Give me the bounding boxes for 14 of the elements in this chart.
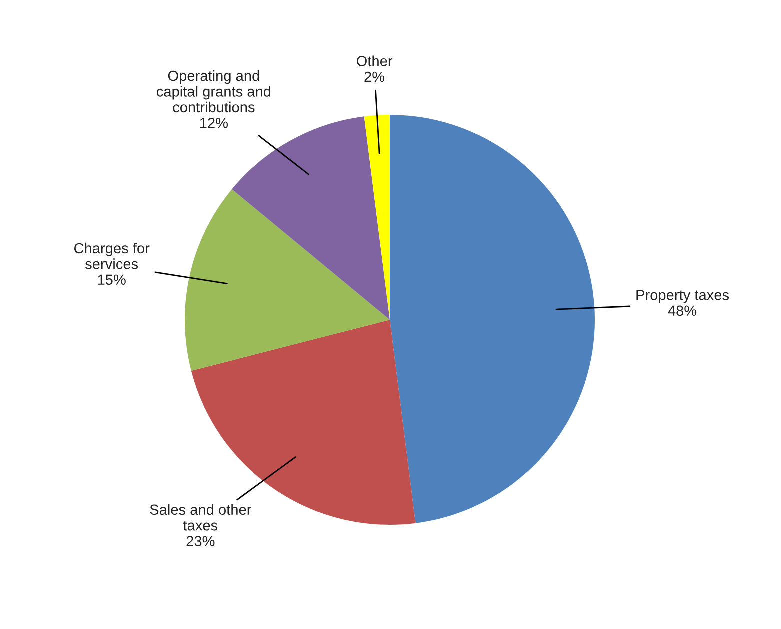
data-label: 15% — [98, 274, 126, 286]
pie-slice — [232, 116, 390, 320]
data-label: 12% — [200, 118, 228, 128]
pie-slice — [185, 189, 390, 371]
data-label: 48% — [668, 306, 697, 316]
slice-label: Operating and capital grants and contributions — [156, 70, 271, 113]
pie-slice — [390, 115, 595, 524]
slice-label: Sales and other taxes — [150, 504, 252, 531]
pie-slice — [364, 115, 390, 320]
slice-label: Charges for services — [74, 242, 150, 270]
slice-label: Other — [357, 56, 393, 66]
data-label: 23% — [186, 536, 215, 546]
slice-label: Property taxes — [636, 290, 730, 304]
data-label: 2% — [364, 72, 385, 82]
